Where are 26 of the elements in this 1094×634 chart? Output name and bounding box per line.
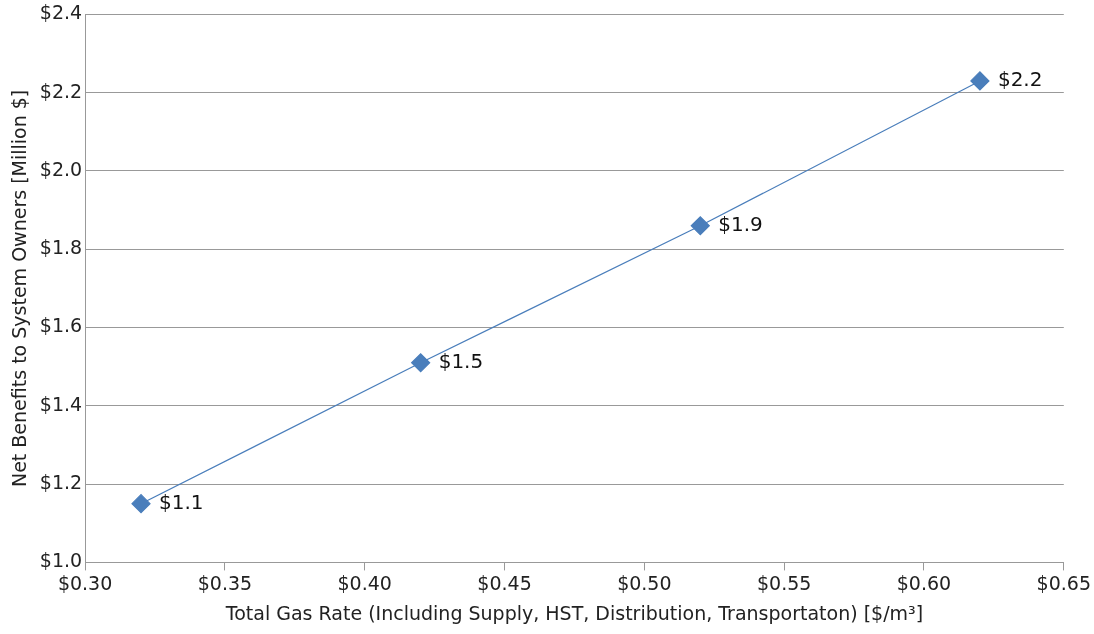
x-tick-label: $0.40 [337, 571, 392, 594]
x-tick-label: $0.60 [896, 571, 952, 594]
point [970, 71, 990, 91]
x-tick-label: $0.55 [756, 571, 812, 594]
x-tick-label: $0.35 [197, 571, 253, 594]
data-label: $1.1 [159, 489, 204, 514]
data-label: $1.5 [438, 348, 484, 373]
y-tick-label: $1.6 [39, 314, 83, 337]
data-label: $1.9 [718, 211, 763, 236]
y-tick-label: $1.8 [39, 236, 83, 259]
data-label: $2.2 [997, 67, 1043, 92]
y-tick-label: $2.4 [39, 1, 83, 24]
x-tick-label: $0.30 [57, 571, 113, 594]
y-tick-label: $2.0 [39, 157, 83, 180]
y-tick-label: $1.2 [39, 471, 83, 494]
point [690, 216, 710, 236]
point [411, 353, 431, 373]
x-tick-label: $0.65 [1036, 571, 1092, 594]
y-tick-label: $1.4 [39, 392, 83, 415]
x-tick-label: $0.45 [477, 571, 532, 594]
y-axis-title: Net Benefits to System Owners [Million $] [8, 89, 31, 488]
y-tick-label: $1.0 [39, 549, 83, 572]
point [131, 494, 151, 514]
x-axis-title: Total Gas Rate (Including Supply, HST, Distribution, Transportaton) [$/m³] [224, 601, 924, 624]
x-tick-label: $0.50 [617, 571, 672, 594]
y-tick-label: $2.2 [39, 79, 83, 102]
